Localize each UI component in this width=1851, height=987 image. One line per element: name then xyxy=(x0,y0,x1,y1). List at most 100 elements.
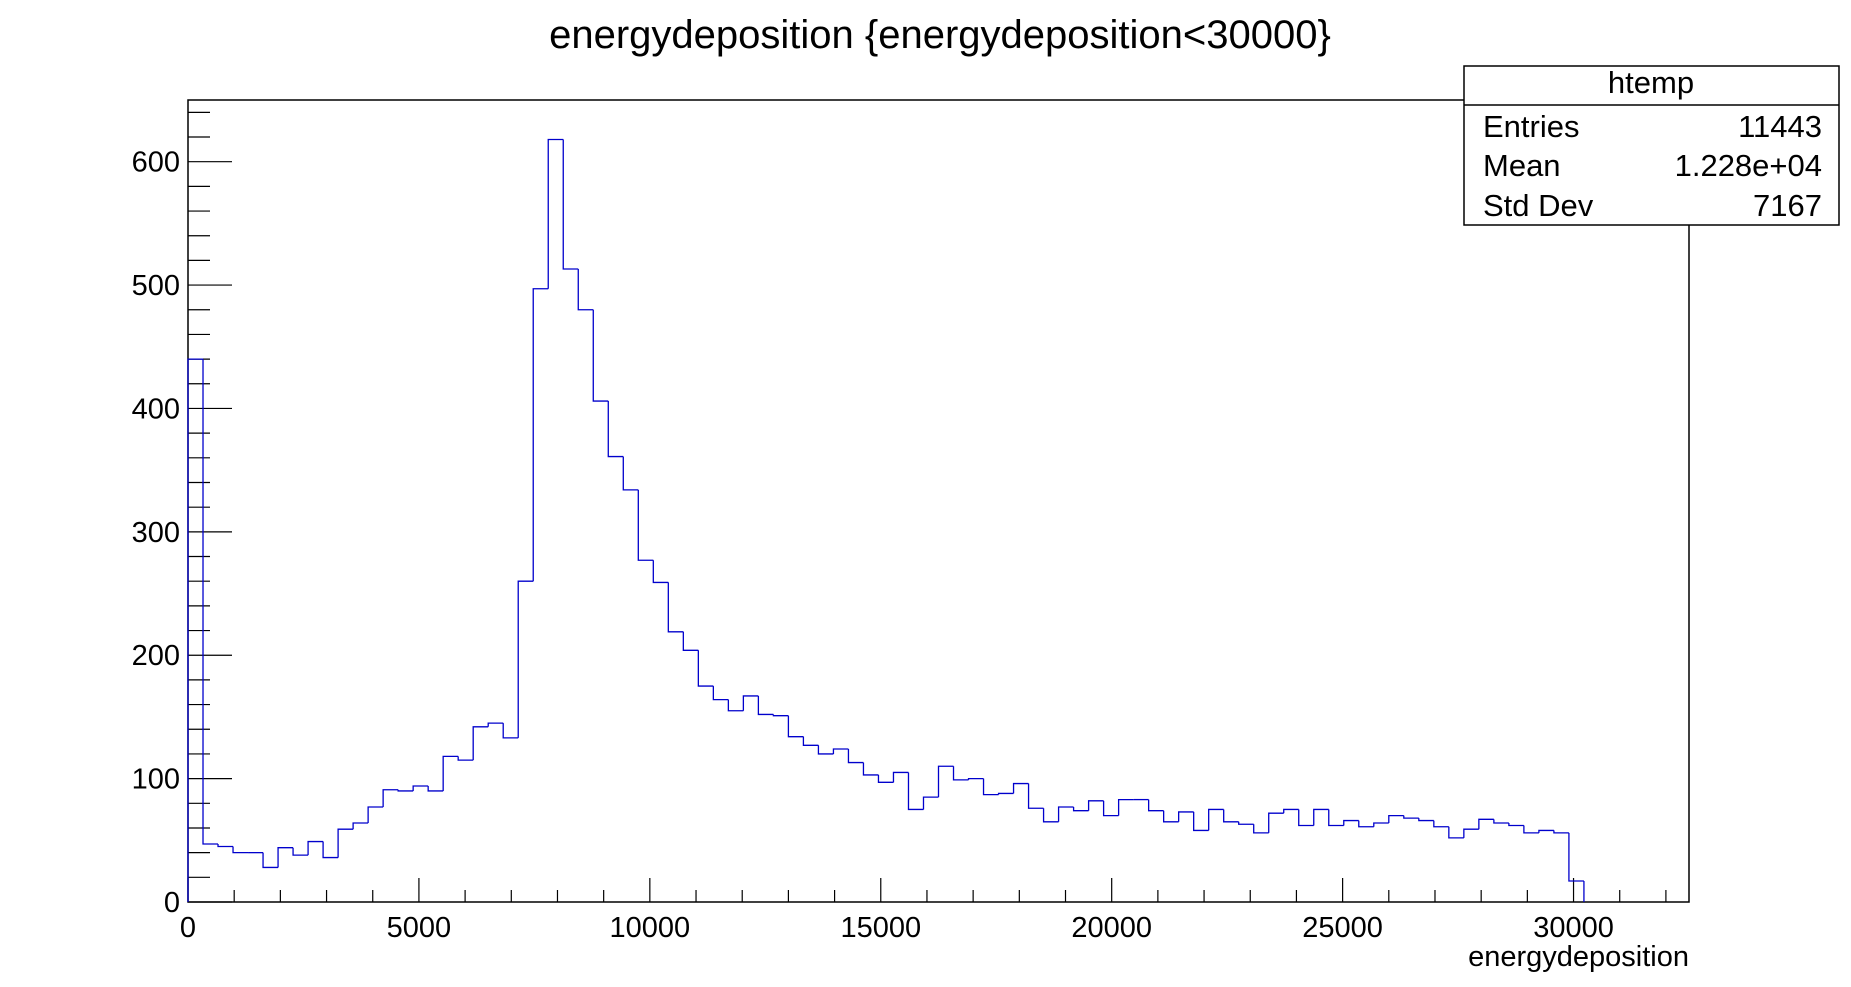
stats-mean-value: 1.228e+04 xyxy=(1675,148,1822,183)
stats-entries-value: 11443 xyxy=(1738,109,1822,144)
histogram-bin xyxy=(532,288,549,582)
histogram-bin xyxy=(1178,811,1194,822)
histogram-bin xyxy=(742,695,759,711)
histogram-bin xyxy=(487,722,504,727)
histogram-bin xyxy=(307,840,324,856)
histogram-bin xyxy=(1238,821,1254,825)
histogram-bin xyxy=(727,699,744,712)
histogram-bin xyxy=(202,359,219,845)
histogram-bin xyxy=(817,745,834,755)
histogram-bin xyxy=(1012,782,1029,794)
histogram-bin xyxy=(982,778,999,796)
histogram-bin xyxy=(1373,822,1389,827)
histogram-bin xyxy=(367,806,384,824)
histogram-bin xyxy=(352,822,369,830)
histogram-bin xyxy=(1343,819,1359,826)
histogram-bin xyxy=(1208,808,1224,831)
y-axis-ticks xyxy=(188,111,232,903)
histogram-bin xyxy=(1418,818,1434,822)
histogram-bin xyxy=(937,765,954,798)
histogram-bin xyxy=(652,560,669,584)
histogram-bin xyxy=(1313,808,1329,826)
chart-title: energydeposition {energydeposition<30000… xyxy=(549,13,1331,57)
y-tick-label: 300 xyxy=(132,517,180,549)
histogram-bin xyxy=(1102,800,1119,817)
histogram-bin xyxy=(442,755,459,791)
histogram-bin xyxy=(802,736,819,746)
histogram-bin xyxy=(892,771,909,783)
x-tick-label: 10000 xyxy=(610,912,691,944)
histogram-bin xyxy=(1448,826,1464,839)
stats-stddev-value: 7167 xyxy=(1753,188,1822,223)
x-tick-label: 0 xyxy=(180,912,196,944)
histogram-bin xyxy=(187,358,204,902)
histogram-bin xyxy=(1072,806,1089,812)
histogram-bin xyxy=(832,748,849,754)
x-axis-ticks xyxy=(187,878,1667,902)
stats-mean-label: Mean xyxy=(1483,148,1561,183)
histogram-bin xyxy=(1433,820,1449,828)
x-tick-label: 30000 xyxy=(1533,912,1614,944)
histogram-bin xyxy=(1253,824,1269,834)
histogram-bin xyxy=(877,774,894,783)
histogram-bin xyxy=(637,489,654,561)
y-tick-label: 600 xyxy=(132,147,180,179)
stats-box-title: htemp xyxy=(1608,65,1694,100)
x-axis-tick-labels: 0 5000 10000 15000 20000 25000 30000 xyxy=(180,912,1614,944)
histogram-bin xyxy=(967,777,984,780)
histogram-bin xyxy=(607,401,624,458)
histogram-bin xyxy=(712,686,729,701)
histogram-bin xyxy=(1223,809,1239,823)
x-tick-label: 20000 xyxy=(1071,912,1152,944)
histogram-bin xyxy=(682,631,699,651)
histogram-bin xyxy=(622,456,639,491)
histogram-bin xyxy=(592,309,609,402)
y-tick-label: 500 xyxy=(132,270,180,302)
histogram-bin xyxy=(1538,829,1554,833)
histogram-bin xyxy=(1328,809,1344,827)
histogram-bin xyxy=(1508,823,1524,827)
histogram-bin xyxy=(1403,815,1419,819)
histogram-bin xyxy=(1478,818,1494,830)
histogram-bin xyxy=(1463,828,1479,838)
stats-box-frame xyxy=(1463,65,1840,226)
y-tick-label: 0 xyxy=(164,887,180,919)
stats-box: htemp Entries 11443 Mean 1.228e+04 Std D… xyxy=(1463,65,1840,226)
x-tick-label: 25000 xyxy=(1302,912,1383,944)
histogram-bin xyxy=(292,847,309,856)
histogram-bin xyxy=(1523,825,1539,834)
histogram-bin xyxy=(577,269,594,311)
histogram-bin xyxy=(697,650,714,687)
histogram-bin xyxy=(667,582,684,633)
histogram-bin xyxy=(337,828,354,858)
histogram-bin xyxy=(397,789,414,792)
histogram-bin xyxy=(457,756,474,761)
histogram-bin xyxy=(907,772,924,811)
y-tick-label: 100 xyxy=(132,764,180,796)
y-tick-label: 200 xyxy=(132,640,180,672)
histogram-bin xyxy=(757,695,774,716)
histogram-bin xyxy=(322,841,339,859)
histogram-bin xyxy=(277,847,294,868)
histogram-bin xyxy=(262,852,279,869)
histogram-bin xyxy=(1283,808,1299,814)
histogram-bin xyxy=(772,714,789,717)
histogram-bin xyxy=(217,844,234,848)
histogram-bin xyxy=(1147,799,1164,812)
histogram-bin xyxy=(1027,783,1044,809)
histogram-bin xyxy=(1553,830,1569,834)
histogram-bin xyxy=(427,786,444,792)
y-tick-label: 400 xyxy=(132,393,180,425)
histogram-bin xyxy=(472,726,489,761)
histogram-bin xyxy=(1358,820,1374,828)
histogram-bin xyxy=(1268,812,1284,833)
stats-entries-label: Entries xyxy=(1483,109,1579,144)
histogram-bin xyxy=(562,139,579,270)
x-tick-label: 15000 xyxy=(840,912,921,944)
histogram-bin xyxy=(502,723,519,739)
histogram-bin xyxy=(1087,800,1104,811)
histogram-bin xyxy=(1117,798,1134,816)
histogram-bin xyxy=(1568,832,1584,882)
histogram-bin xyxy=(412,785,429,791)
stats-stddev-label: Std Dev xyxy=(1483,188,1594,223)
